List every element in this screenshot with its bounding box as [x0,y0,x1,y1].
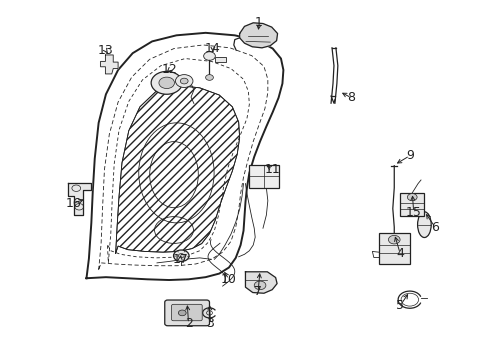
Text: 16: 16 [65,197,81,210]
Text: 8: 8 [347,91,355,104]
Circle shape [178,310,186,316]
Text: 1: 1 [255,16,263,29]
Bar [249,165,278,188]
Circle shape [175,75,193,87]
Text: 7: 7 [254,285,262,298]
Circle shape [387,235,399,244]
FancyBboxPatch shape [164,300,209,326]
Circle shape [159,77,174,89]
Circle shape [178,253,184,258]
Circle shape [254,281,265,290]
Bar [215,57,225,62]
Text: 3: 3 [206,317,214,330]
Text: 5: 5 [395,299,403,312]
Text: 15: 15 [405,206,421,219]
Circle shape [407,194,416,201]
Circle shape [203,52,215,60]
FancyBboxPatch shape [171,304,202,321]
Text: 12: 12 [161,63,177,76]
Ellipse shape [417,212,430,238]
Text: 2: 2 [184,317,192,330]
Circle shape [173,250,189,261]
Polygon shape [245,272,277,293]
Bar [399,193,424,216]
Text: 6: 6 [430,221,438,234]
Circle shape [205,75,213,80]
Polygon shape [239,23,277,48]
Circle shape [180,78,188,84]
Text: 11: 11 [264,163,280,176]
Text: 14: 14 [204,42,220,55]
Text: 10: 10 [221,273,236,286]
Text: 4: 4 [395,247,403,260]
Bar [378,233,409,264]
Polygon shape [101,55,118,74]
Circle shape [151,71,182,94]
Polygon shape [68,183,91,215]
Text: 13: 13 [98,44,114,57]
Text: 9: 9 [405,149,413,162]
Text: 17: 17 [172,253,188,266]
